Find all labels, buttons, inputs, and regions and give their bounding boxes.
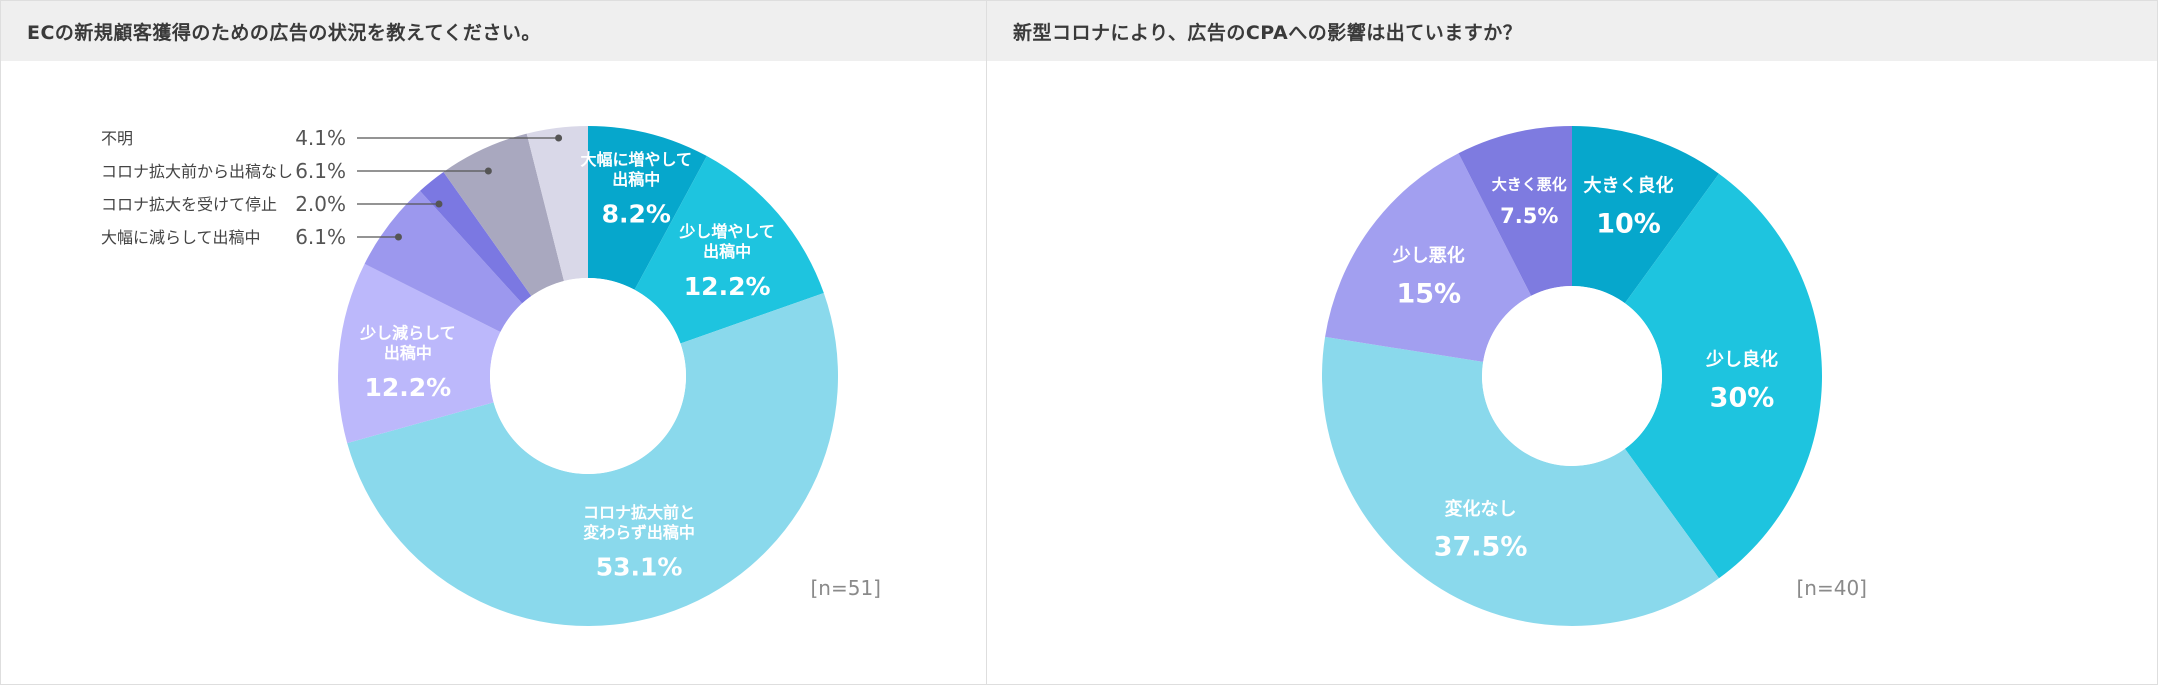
left-n-label: [n=51] (811, 576, 882, 600)
left-callout-dot-7 (555, 134, 563, 142)
left-callout-dot-6 (484, 167, 492, 175)
left-callout-6: コロナ拡大前から出稿なし 6.1% (101, 159, 492, 183)
right-slice-label-0: 大きく良化 10% (1584, 175, 1674, 240)
right-slice-label-1: 少し良化 30% (1705, 349, 1778, 414)
right-slice-label-2: 変化なし 37.5% (1434, 498, 1528, 563)
right-slice-4 (1458, 126, 1572, 296)
left-callout-value-4: 6.1% (295, 225, 346, 249)
left-donut-hole (490, 278, 686, 474)
left-callout-4: 大幅に減らして出稿中 6.1% (101, 225, 402, 249)
right-slice-name-3-0: 少し悪化 (1392, 245, 1465, 267)
right-slice-name-2-0: 変化なし (1445, 498, 1517, 520)
right-slice-name-0-0: 大きく良化 (1584, 175, 1674, 197)
left-slice-name-1-0: 少し増やして (678, 222, 775, 241)
left-slice-2 (347, 293, 838, 626)
left-callout-7: 不明 4.1% (101, 126, 563, 150)
right-slice-value-3: 15% (1396, 278, 1461, 309)
left-chart-header: ECの新規顧客獲得のための広告の状況を教えてください。 (1, 1, 986, 61)
right-chart-panel: 新型コロナにより、広告のCPAへの影響は出ていますか？ 大きく良化 10% 少し良化… (986, 0, 2158, 685)
left-slice-name-1-1: 出稿中 (703, 242, 751, 261)
left-slice-value-1: 12.2% (684, 272, 771, 301)
left-slice-6 (443, 133, 564, 297)
right-slice-label-3: 少し悪化 15% (1392, 245, 1465, 310)
left-callout-5: コロナ拡大を受けて停止 2.0% (101, 192, 443, 216)
left-callout-value-7: 4.1% (295, 126, 346, 150)
left-slice-4 (364, 190, 523, 333)
right-slice-3 (1325, 153, 1532, 362)
left-chart-panel: ECの新規顧客獲得のための広告の状況を教えてください。 大幅に増やして 出稿中 8.… (0, 0, 987, 685)
left-slice-5 (419, 171, 532, 304)
right-slice-1 (1624, 173, 1822, 579)
left-callout-value-6: 6.1% (295, 159, 346, 183)
left-callout-label-6: コロナ拡大前から出稿なし (101, 162, 293, 181)
left-slice-name-2-0: コロナ拡大前と (583, 503, 695, 522)
right-slice-value-2: 37.5% (1434, 532, 1528, 563)
left-slice-value-2: 53.1% (596, 553, 683, 582)
left-slice-7 (526, 126, 588, 281)
left-slice-name-2-1: 変わらず出稿中 (583, 523, 695, 542)
left-callout-label-5: コロナ拡大を受けて停止 (101, 195, 277, 214)
right-slice-0 (1572, 126, 1719, 304)
left-callout-dot-5 (435, 200, 443, 208)
right-slice-name-1-0: 少し良化 (1705, 349, 1778, 371)
right-chart-title: 新型コロナにより、広告のCPAへの影響は出ていますか？ (1013, 21, 1523, 44)
left-callout-label-4: 大幅に減らして出稿中 (101, 228, 261, 247)
left-chart-title: ECの新規顧客獲得のための広告の状況を教えてください。 (27, 21, 541, 44)
right-n-label: [n=40] (1797, 576, 1868, 600)
left-callout-value-5: 2.0% (295, 192, 346, 216)
left-slice-value-3: 12.2% (364, 373, 451, 402)
left-slice-value-0: 8.2% (602, 200, 671, 229)
right-chart-header: 新型コロナにより、広告のCPAへの影響は出ていますか？ (987, 1, 2157, 61)
left-slice-0 (588, 126, 707, 290)
left-slice-name-0-0: 大幅に増やして (581, 150, 693, 169)
right-slice-name-4-0: 大きく悪化 (1492, 175, 1567, 193)
left-donut-chart: 大幅に増やして出稿中8.2%少し増やして出稿中12.2%コロナ拡大前と変わらず出… (101, 126, 882, 626)
right-slice-2 (1322, 336, 1719, 627)
left-callout-label-7: 不明 (101, 129, 133, 148)
left-slice-1 (634, 156, 824, 344)
right-slice-value-1: 30% (1710, 382, 1775, 413)
left-callout-dot-4 (394, 233, 402, 241)
right-donut-chart: 大きく良化 10% 少し良化 30% 変化なし 37.5% 少し悪化 15% 大きく悪化 7.5%… (1322, 126, 1868, 627)
left-slice-name-3-1: 出稿中 (384, 344, 432, 363)
left-slice-name-3-0: 少し減らして (359, 324, 456, 343)
right-slice-value-4: 7.5% (1500, 204, 1558, 228)
left-slice-name-0-1: 出稿中 (612, 170, 660, 189)
left-slice-3 (338, 263, 501, 444)
right-slice-label-4: 大きく悪化 7.5% (1492, 175, 1567, 227)
right-slice-value-0: 10% (1596, 208, 1661, 239)
right-donut-hole (1482, 286, 1662, 466)
